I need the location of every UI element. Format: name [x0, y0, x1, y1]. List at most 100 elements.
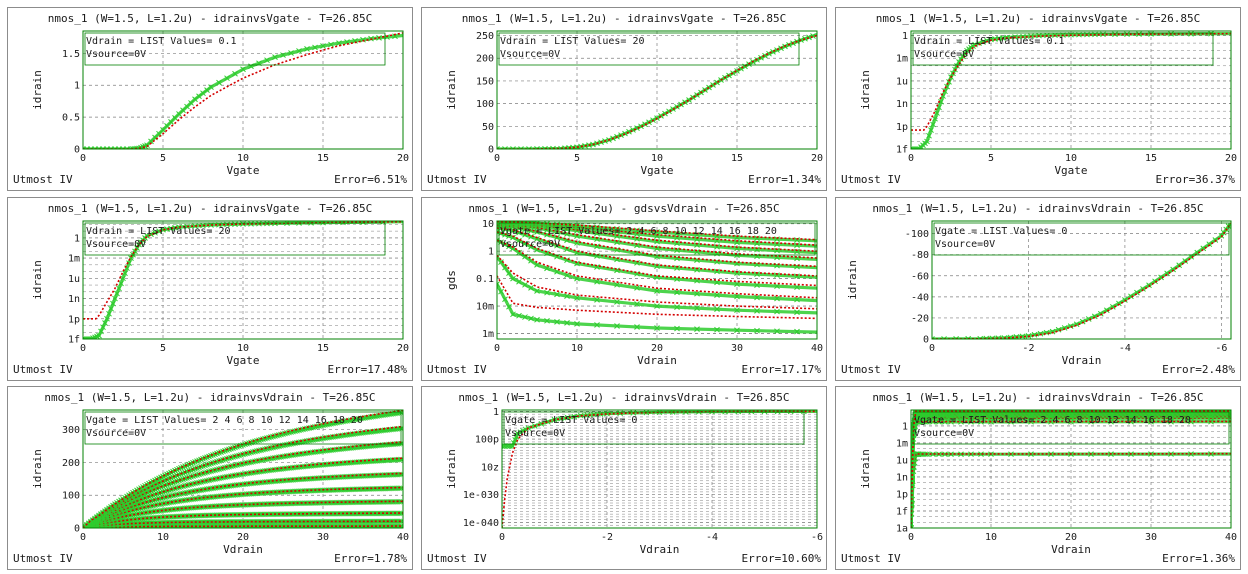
y-tick-label: 1e-040: [463, 518, 499, 529]
footer-error-label: Error=6.51%: [334, 173, 407, 186]
model-marker: [1212, 237, 1219, 243]
model-marker: [360, 36, 366, 43]
plot-frame: [82, 220, 404, 340]
model-marker: [266, 434, 272, 441]
model-marker: [928, 127, 934, 133]
legend-text: Vsource=0V: [505, 428, 565, 439]
measured-series-line: [911, 420, 1231, 528]
model-marker: [176, 224, 182, 230]
model-marker: [617, 410, 623, 417]
footer-error-label: Error=1.34%: [748, 173, 821, 186]
model-marker: [506, 233, 512, 239]
model-marker: [674, 325, 680, 332]
model-marker: [174, 485, 180, 491]
model-marker: [1176, 262, 1183, 269]
x-tick-label: 0: [908, 153, 914, 164]
y-tick-label: 1u: [68, 274, 80, 285]
plot-frame: [82, 30, 404, 150]
plot-frame: [910, 409, 1232, 529]
model-marker: [396, 498, 402, 505]
y-tick-label: 1: [493, 407, 499, 418]
chart-svg: 0 10 20 30 40 10 1 0.1 10m 1m Vdrain gds Vgate = LIS…: [445, 219, 823, 367]
x-tick-label: 5: [574, 153, 580, 164]
model-marker: [794, 237, 800, 243]
y-tick-label: 1n: [896, 472, 908, 483]
measured-series-line: [497, 34, 817, 149]
y-tick-label: 0: [74, 524, 80, 535]
model-marker: [734, 327, 740, 334]
model-marker: [714, 306, 720, 313]
model-marker: [106, 310, 112, 317]
x-tick-label: 5: [160, 343, 166, 354]
model-marker: [200, 90, 206, 97]
y-tick-label: -80: [911, 250, 929, 261]
model-marker: [534, 235, 540, 242]
y-tick-label: 1f: [896, 506, 908, 517]
y-tick-label: 1m: [482, 329, 494, 340]
model-marker: [498, 259, 504, 266]
model-marker: [516, 278, 522, 285]
footer-error-label: Error=36.37%: [1155, 173, 1235, 186]
plot-area: [497, 221, 817, 335]
model-marker: [774, 283, 780, 290]
footer-error-label: Error=17.48%: [327, 363, 407, 376]
model-marker: [204, 87, 210, 94]
y-axis-label: idrain: [31, 70, 44, 110]
model-marker: [694, 231, 700, 238]
y-tick-label: 1: [74, 233, 80, 244]
model-marker: [502, 146, 508, 149]
legend-text: Vsource=0V: [500, 239, 560, 250]
model-marker: [1148, 410, 1154, 415]
model-marker: [258, 436, 264, 443]
model-marker: [544, 265, 550, 272]
model-marker: [774, 241, 780, 248]
model-marker: [978, 451, 984, 458]
y-tick-label: 200: [62, 458, 80, 469]
x-tick-label: 0: [494, 343, 500, 354]
model-marker: [1067, 323, 1074, 329]
x-tick-label: 20: [651, 343, 663, 354]
model-marker: [774, 247, 780, 254]
y-tick-label: 1m: [896, 438, 908, 449]
legend-text: Vgate = LIST Values= 2 4 6 8 10 12 14 16…: [500, 226, 777, 237]
model-marker: [634, 235, 640, 242]
model-marker: [594, 236, 600, 243]
model-marker: [674, 304, 680, 310]
model-marker: [734, 307, 740, 314]
x-tick-label: -2: [601, 532, 613, 543]
chart-svg: 0 10 20 30 40 0 100 200 300 Vdrain idrain Vgate = L…: [31, 409, 409, 556]
model-marker: [654, 325, 660, 331]
model-marker: [614, 233, 620, 239]
model-marker: [192, 96, 198, 103]
footer-tool-label: Utmost IV: [841, 552, 901, 565]
plot-frame: [496, 30, 818, 150]
plot-area: [83, 32, 403, 149]
x-tick-label: -4: [706, 532, 718, 543]
model-marker: [522, 231, 528, 238]
x-tick-label: 10: [237, 153, 249, 164]
model-marker: [774, 328, 780, 335]
model-marker: [594, 297, 600, 303]
model-marker: [956, 59, 962, 65]
model-marker: [534, 288, 540, 294]
x-axis-label: Vgate: [640, 164, 673, 177]
model-marker: [614, 239, 620, 246]
model-marker: [714, 268, 720, 275]
plot-area: [932, 222, 1231, 339]
model-marker: [794, 309, 800, 316]
model-marker: [1061, 325, 1068, 331]
model-marker: [614, 299, 620, 305]
y-tick-label: -100: [905, 229, 929, 240]
model-marker: [296, 48, 302, 54]
model-marker: [674, 234, 680, 241]
y-axis-label: idrain: [859, 449, 872, 489]
y-tick-label: 1a: [896, 524, 908, 535]
chart-svg: 0 5 10 15 20 0 0.5 1 1.5 Vgate idrain Vdrain = LIST…: [31, 30, 409, 177]
model-marker: [502, 296, 508, 303]
y-tick-label: 0: [488, 145, 494, 156]
model-marker: [564, 246, 570, 252]
model-marker: [911, 525, 914, 528]
model-marker: [1068, 410, 1074, 415]
measured-series-line: [497, 254, 817, 310]
model-marker: [502, 443, 505, 449]
